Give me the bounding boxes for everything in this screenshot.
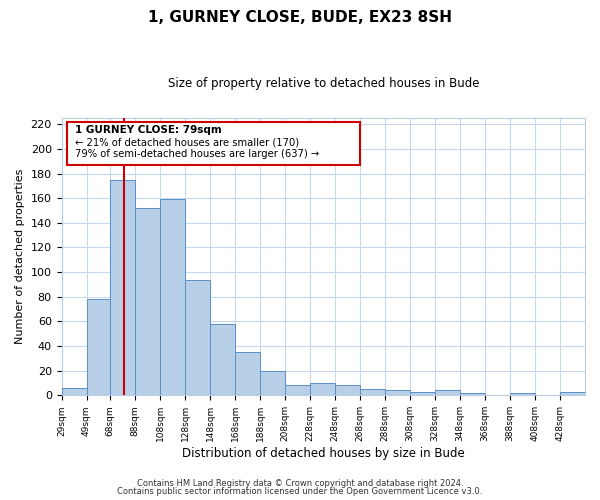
- Text: Contains public sector information licensed under the Open Government Licence v3: Contains public sector information licen…: [118, 488, 482, 496]
- Text: 79% of semi-detached houses are larger (637) →: 79% of semi-detached houses are larger (…: [74, 149, 319, 159]
- Text: 1, GURNEY CLOSE, BUDE, EX23 8SH: 1, GURNEY CLOSE, BUDE, EX23 8SH: [148, 10, 452, 25]
- FancyBboxPatch shape: [67, 122, 360, 165]
- Bar: [435, 390, 460, 396]
- Y-axis label: Number of detached properties: Number of detached properties: [15, 169, 25, 344]
- Title: Size of property relative to detached houses in Bude: Size of property relative to detached ho…: [167, 78, 479, 90]
- Bar: [335, 386, 360, 396]
- Bar: [110, 180, 135, 396]
- Bar: [360, 389, 385, 396]
- Bar: [235, 352, 260, 396]
- Bar: [160, 200, 185, 396]
- Bar: [185, 280, 210, 396]
- Text: 1 GURNEY CLOSE: 79sqm: 1 GURNEY CLOSE: 79sqm: [74, 125, 221, 135]
- Bar: [510, 393, 535, 396]
- Bar: [86, 299, 112, 396]
- X-axis label: Distribution of detached houses by size in Bude: Distribution of detached houses by size …: [182, 447, 464, 460]
- Bar: [385, 390, 410, 396]
- Text: Contains HM Land Registry data © Crown copyright and database right 2024.: Contains HM Land Registry data © Crown c…: [137, 478, 463, 488]
- Bar: [460, 393, 485, 396]
- Bar: [310, 383, 335, 396]
- Text: ← 21% of detached houses are smaller (170): ← 21% of detached houses are smaller (17…: [74, 138, 299, 147]
- Bar: [62, 388, 86, 396]
- Bar: [410, 392, 435, 396]
- Bar: [135, 208, 160, 396]
- Bar: [210, 324, 235, 396]
- Bar: [260, 370, 285, 396]
- Bar: [285, 386, 310, 396]
- Bar: [560, 392, 585, 396]
